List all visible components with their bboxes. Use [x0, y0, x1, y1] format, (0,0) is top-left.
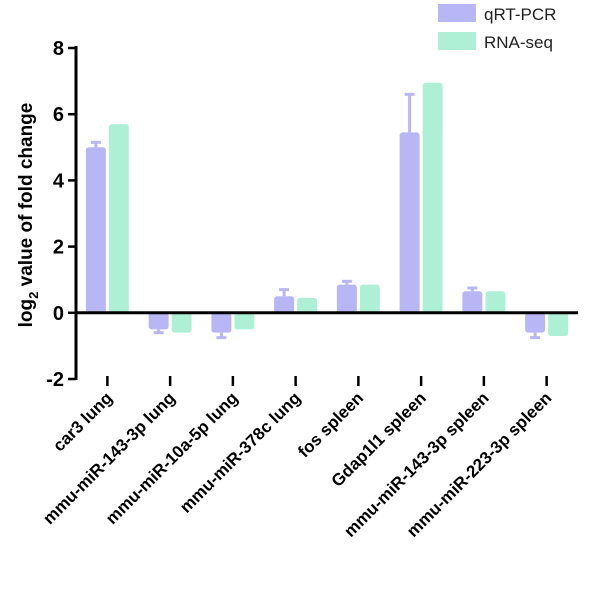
y-axis-title: log2 value of fold change [16, 103, 41, 328]
y-tick-label: 8 [53, 38, 64, 60]
y-tick-label: 0 [53, 303, 64, 325]
legend-label-rna-seq: RNA-seq [484, 33, 553, 52]
bar-qrt-pcr [148, 312, 169, 330]
bar-qrt-pcr [211, 312, 232, 333]
legend: qRT-PCR RNA-seq [438, 4, 556, 52]
legend-swatch-rna-seq [438, 32, 476, 50]
bar-rna-seq [422, 82, 443, 313]
bar-qrt-pcr [525, 312, 546, 333]
bar-rna-seq [171, 312, 192, 333]
y-tick-label: 6 [53, 104, 64, 126]
bar-qrt-pcr [336, 284, 357, 313]
y-tick-label: -2 [46, 369, 64, 391]
bar-qrt-pcr [399, 132, 420, 313]
legend-label-qrt-pcr: qRT-PCR [484, 5, 556, 24]
bar-rna-seq [234, 312, 255, 330]
bar-rna-seq [297, 297, 318, 313]
x-tick-label: mmu-miR-378c lung [176, 388, 304, 516]
y-axis-title-log: log [16, 299, 37, 328]
axes [74, 46, 578, 380]
y-tick-label: 4 [53, 170, 65, 192]
y-tick-label: 2 [53, 237, 64, 259]
bar-rna-seq [108, 124, 129, 313]
bar-rna-seq [359, 284, 380, 313]
bars [85, 82, 569, 340]
x-tick-label: car3 lung [49, 388, 116, 455]
bar-rna-seq [485, 291, 506, 313]
legend-swatch-qrt-pcr [438, 4, 476, 22]
bar-qrt-pcr [85, 147, 106, 313]
bar-qrt-pcr [462, 291, 483, 313]
y-axis-title-rest: value of fold change [16, 103, 37, 292]
bar-qrt-pcr [274, 296, 295, 313]
y-axis-ticks: -2 0 2 4 6 8 [46, 38, 76, 391]
bar-rna-seq [548, 312, 569, 336]
y-axis-title-subscript: 2 [26, 292, 41, 299]
